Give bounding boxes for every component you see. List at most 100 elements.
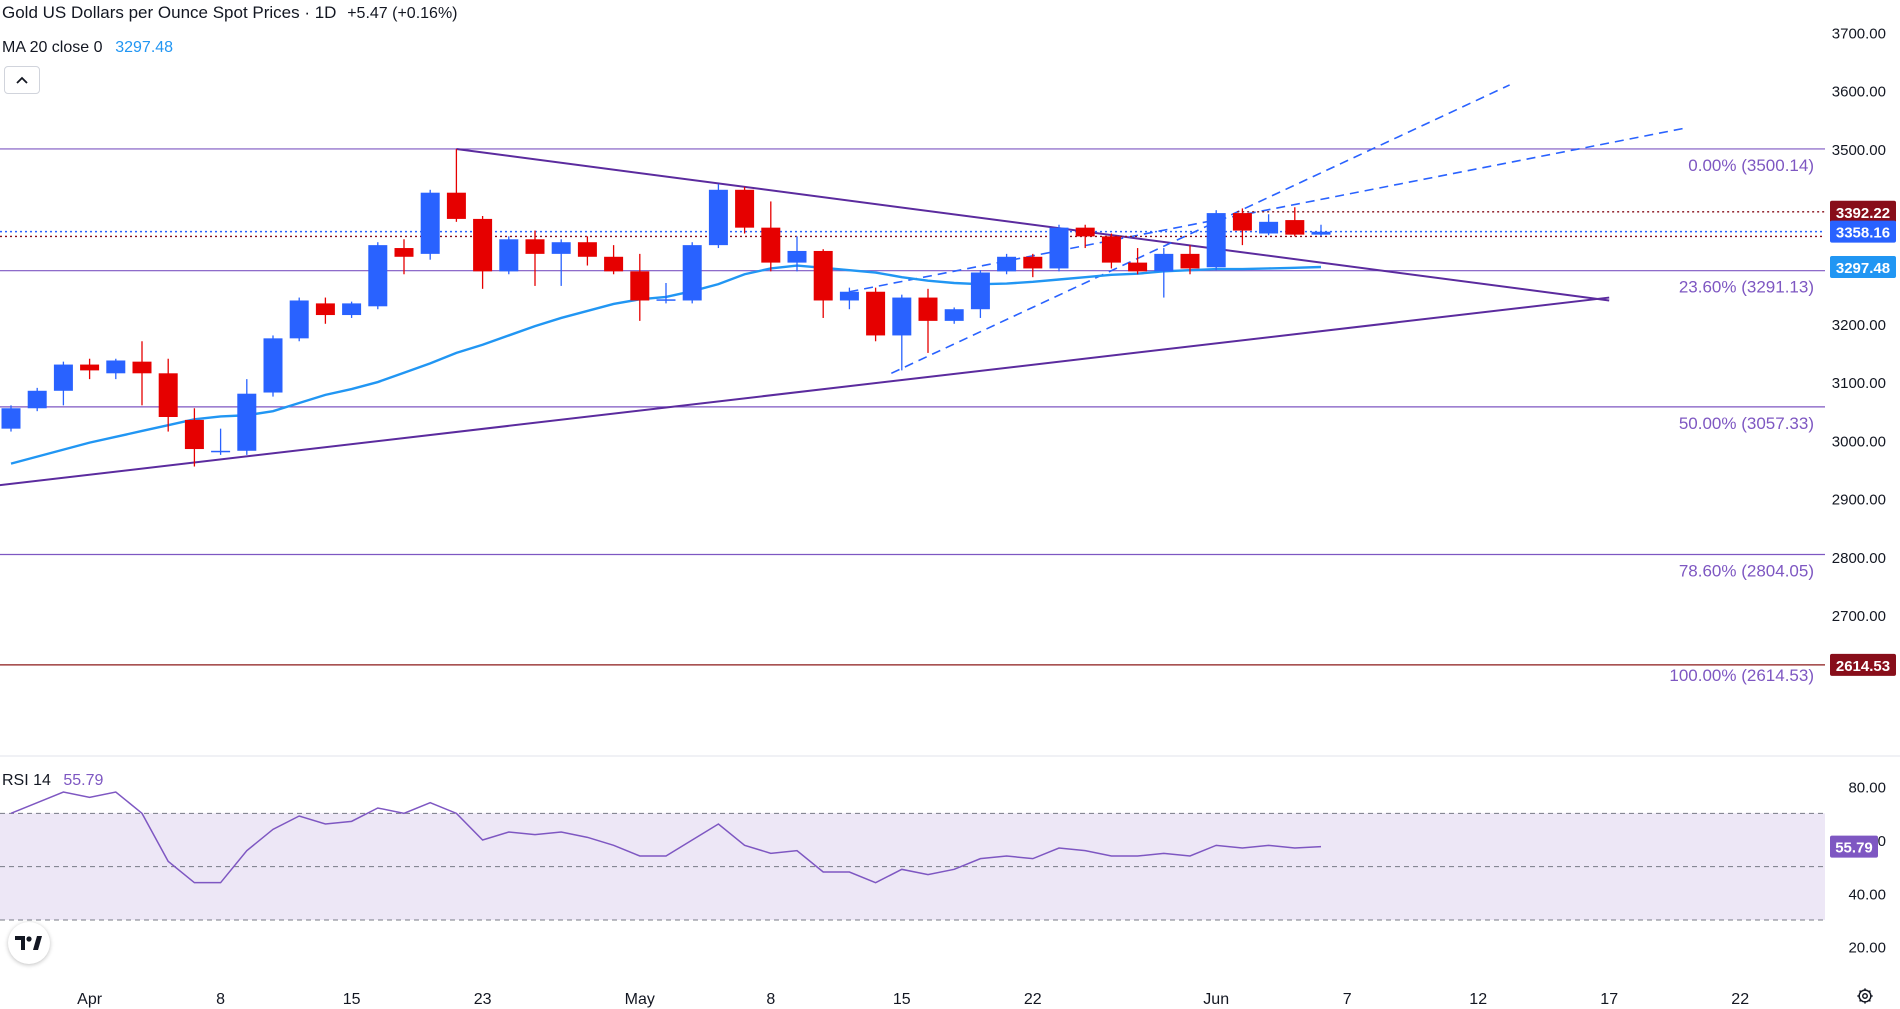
candle-down [184,419,204,450]
price-label-text: 3297.48 [1836,260,1890,277]
fib-label: 23.60% (3291.13) [1679,278,1814,297]
candle-up [551,242,571,254]
candle-down [525,239,545,254]
candle-down [446,192,466,219]
candlesticks [1,149,1331,467]
time-axis[interactable]: Apr 8 15 23 May 8 15 22 Jun 7 12 17 22 [77,991,1749,1008]
candle-down [604,256,624,272]
trendline [456,148,1610,302]
time-tick-label: 8 [216,991,225,1008]
time-tick-label: 8 [766,991,775,1008]
price-tick-label: 3100.00 [1832,375,1886,392]
rsi-tick-label: 40.00 [1848,886,1886,903]
candle-down [630,271,650,301]
candle-up [787,250,807,263]
candle-up [211,450,231,453]
chevron-up-icon [16,76,28,84]
candle-up [839,291,859,301]
time-tick-label: 15 [893,991,911,1008]
ma-legend-label[interactable]: MA 20 close 0 [2,39,103,56]
candle-up [237,393,257,451]
candle-up [1154,253,1174,272]
candle-up [944,309,964,321]
price-tick-label: 2800.00 [1832,550,1886,567]
candle-down [735,189,755,228]
price-label-text: 3392.22 [1836,205,1890,222]
price-label-box [1830,653,1896,676]
price-tick-label: 2700.00 [1832,608,1886,625]
candle-up [656,299,676,301]
channel-line [890,84,1510,375]
candle-down [918,297,938,321]
rsi-value-text: 55.79 [1835,840,1873,857]
time-tick-label: 23 [474,991,492,1008]
time-tick-label: Apr [77,991,103,1008]
price-label-box [1830,220,1896,243]
candle-up [892,297,912,336]
candle-down [577,242,597,257]
price-tick-label: 3700.00 [1832,25,1886,42]
price-label-text: 3358.16 [1836,225,1890,242]
collapse-legend-button[interactable] [4,66,40,94]
candle-up [970,272,990,310]
price-tick-label: 3600.00 [1832,84,1886,101]
candle-up [53,364,73,391]
price-label-box [1830,200,1896,223]
price-tick-label: 3500.00 [1832,142,1886,159]
candle-down [813,250,833,301]
candle-down [80,364,100,371]
candle-up [1206,213,1226,268]
rsi-legend: RSI 14 55.79 [2,772,103,790]
candle-down [1128,262,1148,272]
price-tick-label: 3200.00 [1832,317,1886,334]
candle-up [1,408,21,429]
time-tick-label: May [625,991,655,1008]
time-tick-label: Jun [1203,991,1229,1008]
fibonacci-levels: 0.00% (3500.14) 23.60% (3291.13) 50.00% (3… [0,148,1825,685]
fib-label: 78.60% (2804.05) [1679,561,1814,580]
time-tick-label: 22 [1024,991,1042,1008]
price-label-text: 2614.53 [1836,658,1890,675]
candle-up [289,300,309,339]
price-change: +5.47 (+0.16%) [347,5,458,22]
candle-up [342,303,362,316]
candle-up [1259,221,1279,234]
trendlines [0,84,1683,487]
candle-down [394,248,414,257]
tradingview-logo[interactable] [8,922,50,964]
symbol-title[interactable]: Gold US Dollars per Ounce Spot Prices · … [2,3,337,22]
candle-up [499,239,519,272]
candle-down [1101,236,1121,263]
candle-down [761,227,781,263]
price-tick-label: 3000.00 [1832,433,1886,450]
rsi-legend-label[interactable]: RSI 14 [2,772,51,789]
candle-up [106,360,126,374]
candle-down [315,303,335,316]
rsi-tick-label: 80.00 [1848,780,1886,797]
rsi-legend-value: 55.79 [63,772,104,789]
time-tick-label: 7 [1343,991,1352,1008]
fib-label: 50.00% (3057.33) [1679,414,1814,433]
candle-down [1232,213,1252,231]
fib-label: 0.00% (3500.14) [1688,156,1814,175]
candle-up [263,338,283,393]
price-axis[interactable]: 3700.003600.003500.003400.003300.003200.… [1832,25,1886,625]
price-label-box [1830,255,1896,278]
rsi-tick-label: 20.00 [1848,940,1886,957]
settings-icon[interactable] [1856,987,1874,1005]
time-tick-label: 12 [1469,991,1487,1008]
candle-down [132,361,152,374]
candle-up [1311,231,1331,235]
price-tick-label: 2900.00 [1832,492,1886,509]
rsi-value-box [1830,835,1878,858]
candle-down [1180,253,1200,269]
candle-down [158,373,178,417]
dotted-price-levels [0,211,1825,238]
candle-down [1285,220,1305,235]
tradingview-logo-icon [15,936,42,950]
candle-up [997,256,1017,272]
candle-down [473,218,493,272]
rsi-line [10,791,1322,884]
